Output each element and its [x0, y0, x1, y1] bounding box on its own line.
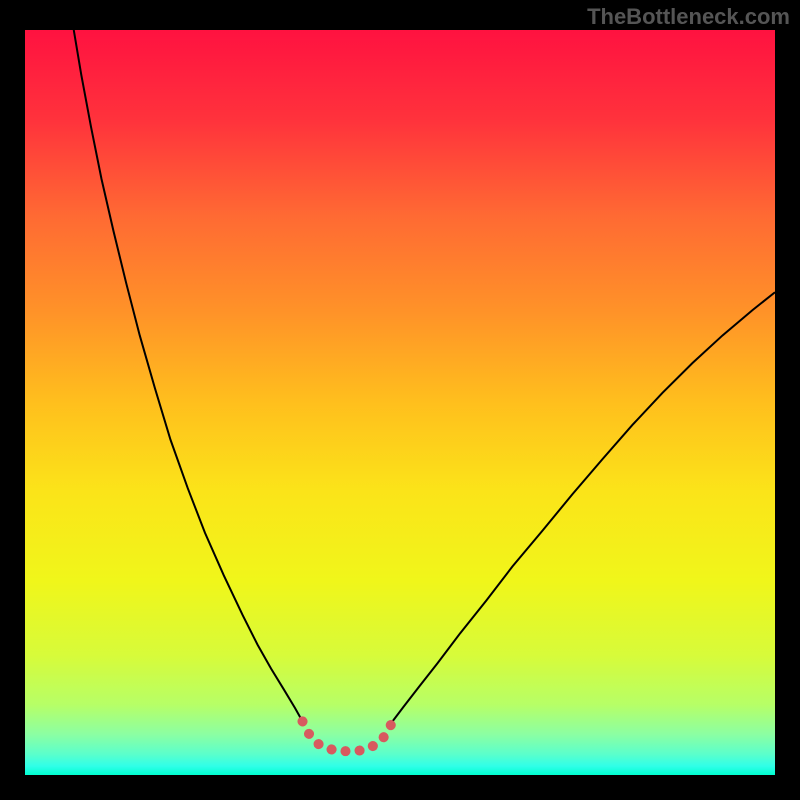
chart-container [25, 30, 775, 775]
watermark-text: TheBottleneck.com [587, 4, 790, 30]
chart-background [25, 30, 775, 775]
bottleneck-chart [25, 30, 775, 775]
